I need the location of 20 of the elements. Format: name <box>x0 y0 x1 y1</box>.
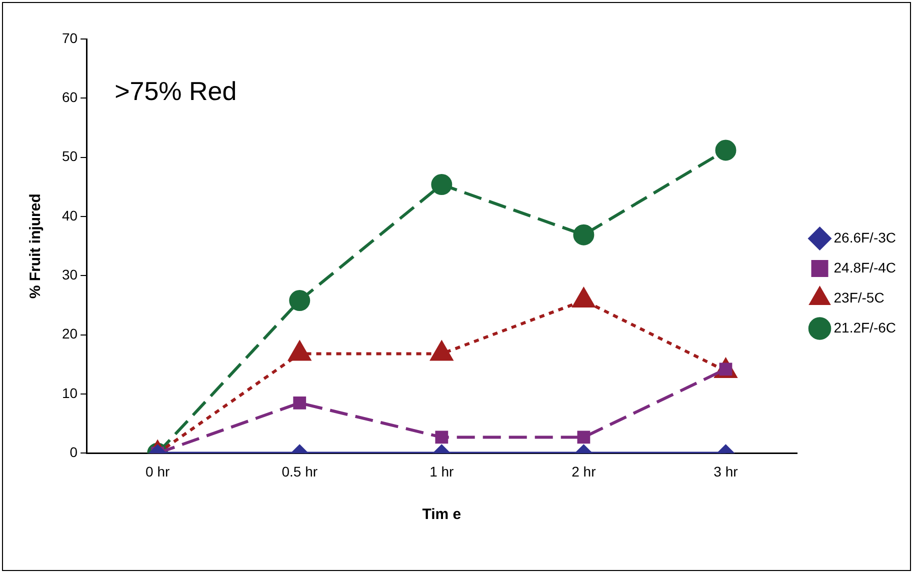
x-tick-label: 1 hr <box>430 463 454 480</box>
y-tick-label: 30 <box>62 266 78 283</box>
y-tick-label: 0 <box>70 444 78 460</box>
legend-label: 26.6F/-3C <box>834 229 896 246</box>
y-tick-label: 60 <box>62 89 78 106</box>
y-tick-label: 40 <box>62 207 78 224</box>
y-tick-label: 70 <box>62 30 78 46</box>
legend-label: 23F/-5C <box>834 289 884 306</box>
y-axis-title: % Fruit injured <box>27 194 44 299</box>
y-tick-label: 20 <box>62 326 78 342</box>
y-tick-label: 50 <box>62 148 78 164</box>
y-tick-label: 10 <box>62 384 78 401</box>
legend-label: 24.8F/-4C <box>834 259 896 276</box>
x-tick-label: 2 hr <box>572 463 596 480</box>
x-tick-label: 3 hr <box>714 463 738 480</box>
x-tick-label: 0.5 hr <box>282 463 318 480</box>
x-axis-title: Tim e <box>422 506 462 524</box>
legend-label: 21.2F/-6C <box>834 319 896 336</box>
text: >75% Red <box>114 76 237 106</box>
x-tick-label: 0 hr <box>146 463 170 480</box>
